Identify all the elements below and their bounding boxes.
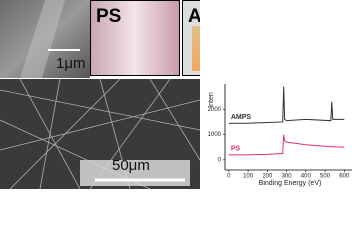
fiber — [20, 0, 65, 78]
y-tick-label: 1000 — [208, 132, 222, 138]
series-line — [228, 86, 345, 124]
y-axis-label: Inten — [208, 92, 215, 108]
x-axis-label: Binding Energy (eV) — [259, 180, 322, 187]
scale-label: 50μm — [112, 157, 150, 174]
figure: 1μm PS AmPS 50μm Binding Energy (eV) Int… — [0, 0, 359, 190]
x-tick-label: 300 — [282, 174, 293, 180]
y-tick-label: 0 — [218, 157, 222, 163]
x-tick-label: 0 — [227, 174, 231, 180]
photo-label: PS — [96, 6, 121, 27]
x-tick-label: 500 — [320, 174, 331, 180]
series-line — [228, 134, 345, 156]
photo — [90, 0, 180, 76]
series-label: AMPS — [231, 114, 252, 121]
chart-bg — [200, 0, 359, 189]
x-tick-label: 200 — [262, 174, 273, 180]
series-label: PS — [231, 146, 241, 153]
y-tick-label: 2000 — [208, 107, 222, 113]
x-tick-label: 400 — [301, 174, 312, 180]
fibers — [0, 78, 201, 190]
label-box — [80, 160, 190, 186]
x-tick-label: 100 — [243, 174, 254, 180]
scale-label: 1μm — [56, 55, 85, 72]
x-tick-label: 600 — [339, 174, 350, 180]
